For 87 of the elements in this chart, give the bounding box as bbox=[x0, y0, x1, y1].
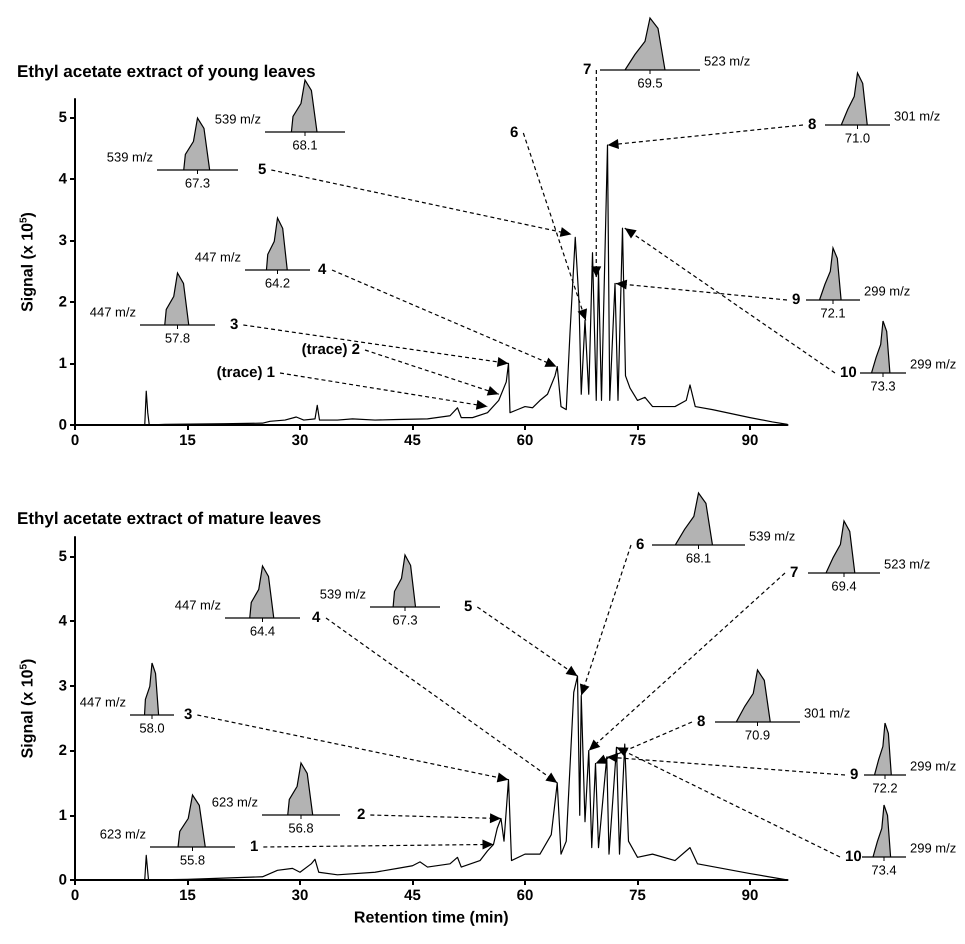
text: 72.2 bbox=[872, 780, 898, 796]
annotation: 58.0 bbox=[139, 720, 165, 736]
annotation: 3 bbox=[184, 706, 192, 723]
annotation: 64.4 bbox=[250, 623, 276, 638]
annotation: (trace) 1 bbox=[216, 364, 275, 381]
annotation: 55.8 bbox=[180, 852, 206, 868]
annotation: 6 bbox=[636, 536, 644, 553]
annotation: 6 bbox=[510, 124, 518, 141]
text: 69.4 bbox=[831, 578, 857, 594]
y-tick-label: 4 bbox=[58, 612, 68, 630]
annotation: 67.3 bbox=[184, 175, 210, 190]
text: 299 m/z bbox=[910, 356, 956, 372]
annotation: 70.9 bbox=[744, 727, 770, 742]
x-tick-label: 30 bbox=[292, 887, 308, 904]
annotation: 7 bbox=[583, 60, 592, 78]
y-tick-label: 0 bbox=[58, 872, 67, 888]
annotation: 539 m/z bbox=[749, 528, 796, 544]
annotation: 64.2 bbox=[264, 275, 290, 290]
annotation: 67.3 bbox=[392, 612, 418, 628]
annotation: 539 m/z bbox=[214, 111, 261, 126]
annotation: 447 m/z bbox=[90, 304, 136, 320]
text: 301 m/z bbox=[894, 108, 940, 124]
annotation: 447 m/z bbox=[174, 597, 221, 612]
annotation: 9 bbox=[850, 766, 858, 783]
x-axis-title: Retention time (min) bbox=[354, 910, 509, 926]
y-tick-label: 1 bbox=[58, 354, 67, 372]
annotation: 623 m/z bbox=[212, 794, 258, 810]
annotation: 4 bbox=[312, 608, 321, 626]
annotation: 57.8 bbox=[164, 330, 190, 346]
annotation: 10 bbox=[845, 848, 862, 865]
x-tick-label: 15 bbox=[179, 432, 196, 449]
y-tick-label: 3 bbox=[58, 677, 67, 694]
x-tick-label: 45 bbox=[404, 887, 421, 904]
text: 299 m/z bbox=[910, 840, 956, 856]
annotation: 68.1 bbox=[686, 550, 712, 566]
annotation: 10 bbox=[840, 364, 857, 381]
x-tick-label: 60 bbox=[516, 887, 534, 904]
text: 523 m/z bbox=[704, 53, 750, 68]
x-tick-label: 90 bbox=[742, 432, 758, 449]
annotation: 8 bbox=[808, 116, 816, 133]
x-tick-label: 60 bbox=[516, 432, 534, 449]
y-tick-label: 2 bbox=[58, 742, 67, 760]
y-tick-label: 5 bbox=[58, 108, 67, 126]
annotation: 68.1 bbox=[292, 137, 318, 152]
text: 71.0 bbox=[844, 130, 870, 146]
annotation: 623 m/z bbox=[100, 826, 146, 842]
annotation: 447 m/z bbox=[194, 249, 241, 264]
y-axis-title: Signal (x 105) bbox=[18, 212, 36, 312]
annotation: 539 m/z bbox=[320, 586, 366, 602]
annotation: 2 bbox=[357, 806, 366, 823]
y-axis-title: Signal (x 105) bbox=[18, 658, 36, 758]
annotation: 9 bbox=[792, 290, 800, 308]
x-tick-label: 75 bbox=[629, 887, 646, 904]
annotation: 1 bbox=[250, 838, 258, 855]
text: 299 m/z bbox=[864, 283, 910, 298]
annotation: 56.8 bbox=[288, 820, 314, 836]
annotation: (trace) 2 bbox=[302, 340, 360, 358]
text: 73.4 bbox=[871, 862, 897, 878]
y-tick-label: 1 bbox=[58, 806, 67, 824]
x-tick-label: 0 bbox=[70, 887, 80, 904]
y-tick-label: 3 bbox=[58, 232, 67, 249]
text: 73.3 bbox=[870, 378, 896, 394]
x-tick-label: 45 bbox=[404, 432, 421, 449]
chart-title: Ethyl acetate extract of mature leaves bbox=[17, 509, 322, 528]
x-tick-label: 90 bbox=[742, 887, 758, 904]
y-tick-label: 0 bbox=[58, 416, 67, 434]
text: 301 m/z bbox=[804, 705, 850, 720]
annotation: 7 bbox=[790, 564, 798, 581]
annotation: 539 m/z bbox=[106, 149, 153, 164]
annotation: 3 bbox=[230, 316, 238, 333]
chart-title: Ethyl acetate extract of young leaves bbox=[17, 62, 316, 81]
text: 72.1 bbox=[820, 305, 846, 320]
annotation: 5 bbox=[464, 598, 472, 615]
y-tick-label: 5 bbox=[58, 548, 67, 565]
annotation: 4 bbox=[318, 260, 327, 278]
text: 69.5 bbox=[637, 75, 663, 90]
annotation: 5 bbox=[258, 160, 266, 178]
text: 523 m/z bbox=[884, 556, 930, 572]
x-tick-label: 15 bbox=[179, 887, 196, 904]
annotation: 447 m/z bbox=[80, 694, 126, 710]
x-tick-label: 30 bbox=[292, 432, 308, 449]
x-tick-label: 75 bbox=[629, 432, 646, 449]
x-tick-label: 0 bbox=[70, 432, 80, 449]
annotation: 8 bbox=[697, 712, 706, 730]
text: 299 m/z bbox=[910, 758, 956, 774]
y-tick-label: 4 bbox=[58, 170, 68, 188]
y-tick-label: 2 bbox=[58, 293, 67, 310]
